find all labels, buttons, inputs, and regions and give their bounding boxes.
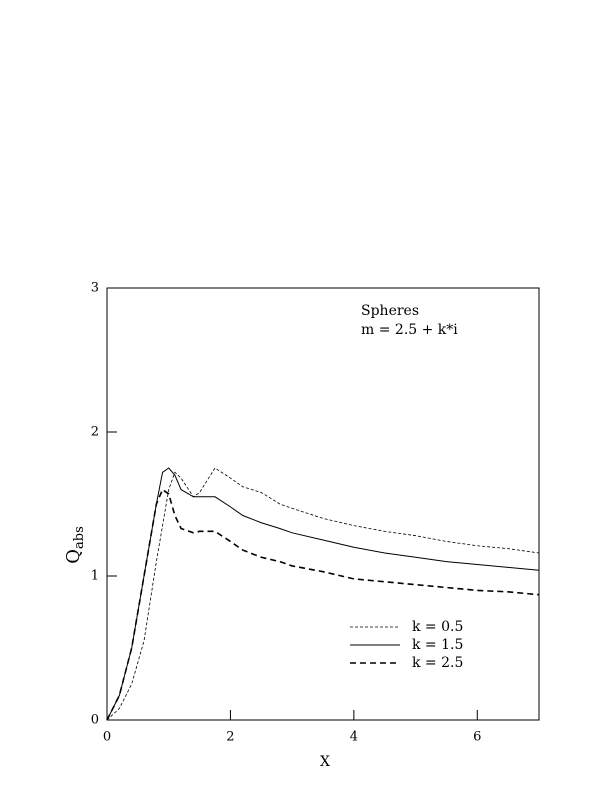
- series-line: [106, 467, 540, 721]
- series-line: [106, 488, 540, 721]
- x-axis-label: X: [320, 754, 330, 770]
- legend-label: k = 0.5: [412, 619, 463, 635]
- y-axis-label-main: Q: [63, 549, 84, 564]
- series-line: [106, 467, 540, 721]
- plot-frame: [106, 287, 540, 721]
- y-tick-label: 1: [91, 569, 99, 584]
- y-tick-label: 3: [91, 281, 99, 296]
- y-axis-label-sub: abs: [72, 526, 87, 549]
- annotation: m = 2.5 + k*i: [361, 322, 458, 338]
- legend-label: k = 2.5: [412, 655, 463, 671]
- y-axis-label: Qabs: [63, 526, 87, 564]
- legend-label: k = 1.5: [412, 637, 463, 653]
- annotation: Spheres: [361, 303, 419, 319]
- x-tick-label: 6: [473, 730, 481, 745]
- y-tick-label: 0: [91, 713, 99, 728]
- y-tick-label: 2: [91, 425, 99, 440]
- x-tick-label: 4: [350, 730, 358, 745]
- x-tick-label: 0: [103, 730, 111, 745]
- x-tick-label: 2: [226, 730, 234, 745]
